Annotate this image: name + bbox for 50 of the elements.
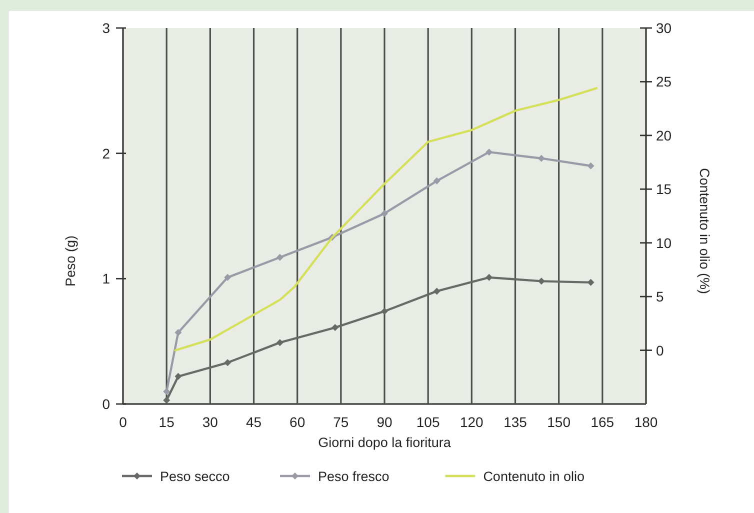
point bbox=[486, 274, 493, 281]
y2-tick-label: 5 bbox=[656, 288, 664, 305]
legend-label: Peso fresco bbox=[318, 469, 390, 484]
point bbox=[433, 177, 440, 184]
y-tick-label: 3 bbox=[102, 20, 110, 36]
point bbox=[163, 396, 170, 404]
point bbox=[486, 148, 493, 156]
point bbox=[332, 324, 339, 332]
point bbox=[538, 278, 545, 285]
x-tick-label: 45 bbox=[246, 414, 262, 430]
y2-tick-label: 20 bbox=[656, 127, 672, 144]
x-tick-label: 180 bbox=[634, 414, 658, 430]
x-tick-label: 15 bbox=[158, 414, 175, 430]
x-tick-label: 30 bbox=[202, 414, 218, 430]
point bbox=[381, 210, 388, 217]
y-tick-label: 1 bbox=[102, 270, 110, 287]
point bbox=[587, 278, 594, 286]
x-tick-label: 105 bbox=[416, 414, 440, 430]
y2-axis-title: Contenuto in olio (%) bbox=[697, 168, 712, 294]
point bbox=[224, 359, 232, 366]
point bbox=[433, 288, 440, 295]
legend-label: Peso secco bbox=[160, 469, 230, 484]
point bbox=[276, 339, 284, 346]
point bbox=[538, 154, 545, 162]
x-tick-label: 90 bbox=[376, 414, 392, 430]
point bbox=[224, 274, 232, 281]
y-tick-label: 0 bbox=[102, 396, 110, 412]
x-tick-label: 75 bbox=[333, 414, 349, 430]
y2-tick-label: 15 bbox=[656, 181, 672, 198]
x-tick-label: 135 bbox=[504, 414, 528, 430]
y-axis-title: Peso (g) bbox=[63, 235, 78, 287]
legend-label: Contenuto in olio bbox=[483, 469, 585, 484]
x-axis-title: Giorni dopo la fioritura bbox=[318, 435, 452, 450]
point bbox=[276, 254, 284, 261]
x-tick-label: 0 bbox=[119, 414, 128, 430]
point bbox=[174, 329, 182, 336]
x-tick-label: 120 bbox=[460, 414, 484, 430]
y2-tick-label: 0 bbox=[656, 342, 664, 358]
point bbox=[587, 162, 594, 170]
x-tick-label: 165 bbox=[590, 414, 614, 430]
y2-tick-label: 10 bbox=[656, 234, 672, 251]
y-tick-label: 2 bbox=[102, 145, 110, 162]
point bbox=[174, 372, 182, 380]
line-series bbox=[174, 87, 598, 352]
point bbox=[163, 388, 170, 395]
x-tick-label: 60 bbox=[290, 414, 306, 430]
y2-tick-label: 25 bbox=[656, 74, 672, 90]
x-tick-label: 150 bbox=[547, 414, 571, 430]
y2-tick-label: 30 bbox=[656, 20, 672, 36]
point bbox=[381, 308, 388, 315]
